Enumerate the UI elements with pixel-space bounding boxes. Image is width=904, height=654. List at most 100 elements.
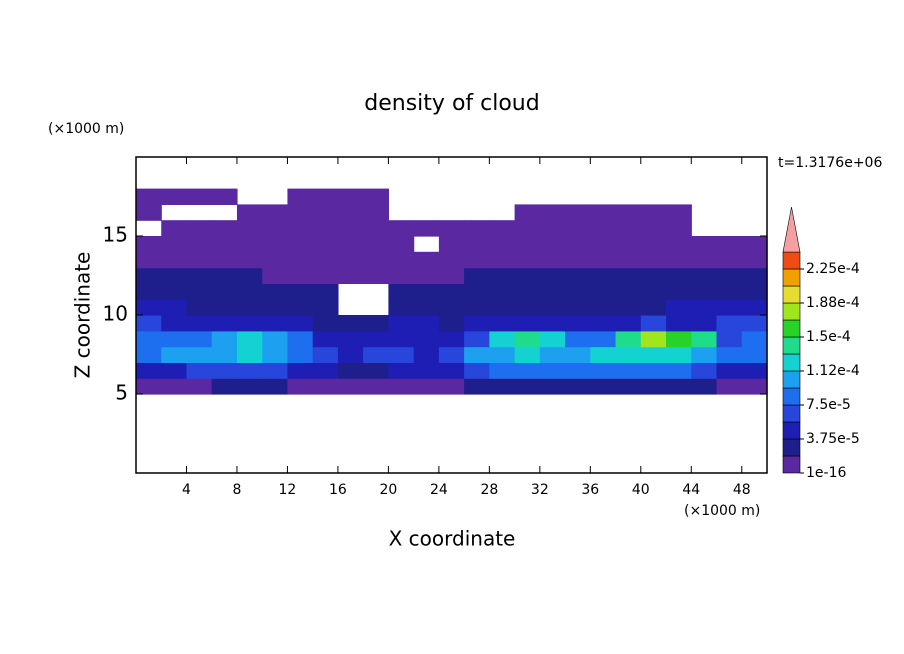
contour-cell — [161, 188, 188, 205]
contour-cell — [716, 330, 743, 348]
contour-cell — [514, 315, 541, 332]
contour-cell — [464, 362, 490, 379]
contour-cell — [590, 236, 617, 253]
contour-cell — [640, 267, 667, 284]
contour-cell — [716, 346, 743, 363]
contour-cell — [236, 315, 263, 332]
contour-cell — [741, 267, 768, 284]
contour-cell — [287, 346, 314, 363]
contour-cell — [539, 378, 566, 395]
x-tick-label: 20 — [379, 482, 397, 498]
contour-cell — [489, 283, 516, 300]
contour-cell — [666, 204, 692, 221]
contour-cell — [211, 346, 238, 363]
contour-cell — [691, 283, 718, 300]
contour-cell — [464, 267, 490, 284]
contour-cell — [262, 267, 289, 284]
contour-cell — [236, 236, 263, 253]
contour-cell — [211, 251, 238, 269]
x-tick-label: 28 — [480, 482, 498, 498]
contour-cell — [337, 362, 364, 379]
contour-cell — [262, 378, 289, 395]
contour-cell — [236, 330, 263, 348]
contour-cell — [438, 299, 465, 316]
contour-cell — [489, 251, 516, 269]
contour-cell — [514, 346, 541, 363]
contour-cell — [565, 378, 591, 395]
contour-cell — [615, 315, 642, 332]
contour-cell — [539, 204, 566, 221]
x-tick-label: 8 — [232, 482, 241, 498]
contour-cell — [211, 283, 238, 300]
contour-cell — [615, 220, 642, 237]
colorbar-box — [782, 319, 801, 338]
contour-cell — [489, 346, 516, 363]
contour-cell — [438, 236, 465, 253]
contour-cell — [388, 267, 415, 284]
contour-cell — [615, 362, 642, 379]
contour-cell — [363, 251, 389, 269]
contour-cell — [438, 362, 465, 379]
contour-cell — [161, 315, 188, 332]
contour-cell — [363, 236, 389, 253]
contour-cell — [413, 362, 440, 379]
contour-cell — [590, 315, 617, 332]
contour-cell — [186, 283, 213, 300]
contour-cell — [262, 283, 289, 300]
colorbar-box — [782, 455, 801, 474]
contour-cell — [438, 378, 465, 395]
contour-cell — [489, 299, 516, 316]
contour-cell — [287, 236, 314, 253]
contour-cell — [287, 188, 314, 205]
contour-cell — [312, 362, 339, 379]
contour-cell — [236, 283, 263, 300]
contour-cell — [363, 378, 389, 395]
contour-cell — [136, 204, 162, 221]
contour-cell — [438, 315, 465, 332]
contour-cell — [565, 315, 591, 332]
contour-cell — [666, 378, 692, 395]
colorbar-label: 2.25e-4 — [806, 261, 860, 277]
contour-cell — [186, 346, 213, 363]
contour-cell — [691, 267, 718, 284]
contour-cell — [716, 315, 743, 332]
contour-cell — [236, 267, 263, 284]
contour-cell — [337, 330, 364, 348]
contour-cell — [337, 204, 364, 221]
contour-cell — [413, 220, 440, 237]
contour-cell — [236, 346, 263, 363]
contour-cell — [312, 236, 339, 253]
contour-cell — [640, 330, 667, 348]
contour-cell — [514, 330, 541, 348]
contour-cell — [464, 299, 490, 316]
contour-cell — [186, 188, 213, 205]
contour-cell — [136, 346, 162, 363]
chart-title: density of cloud — [364, 91, 539, 116]
colorbar-over-triangle — [782, 206, 801, 253]
y-tick-label: 5 — [115, 381, 128, 405]
contour-cell — [539, 315, 566, 332]
contour-cell — [287, 362, 314, 379]
contour-cell — [388, 378, 415, 395]
x-tick-label: 12 — [279, 482, 297, 498]
contour-cell — [539, 362, 566, 379]
contour-cell — [186, 299, 213, 316]
colorbar-box — [782, 438, 801, 457]
contour-cell — [666, 236, 692, 253]
contour-cell — [438, 251, 465, 269]
contour-cell — [413, 330, 440, 348]
contour-cell — [236, 362, 263, 379]
x-tick-label: 44 — [682, 482, 700, 498]
x-tick-label: 32 — [531, 482, 549, 498]
contour-cell — [741, 315, 768, 332]
contour-cell — [464, 236, 490, 253]
contour-cell — [464, 378, 490, 395]
contour-cell — [161, 283, 188, 300]
contour-cell — [161, 362, 188, 379]
y-unit: (×1000 m) — [48, 121, 124, 137]
colorbar-box — [782, 302, 801, 321]
contour-cell — [438, 283, 465, 300]
contour-cell — [287, 283, 314, 300]
contour-cell — [337, 315, 364, 332]
contour-cell — [312, 315, 339, 332]
